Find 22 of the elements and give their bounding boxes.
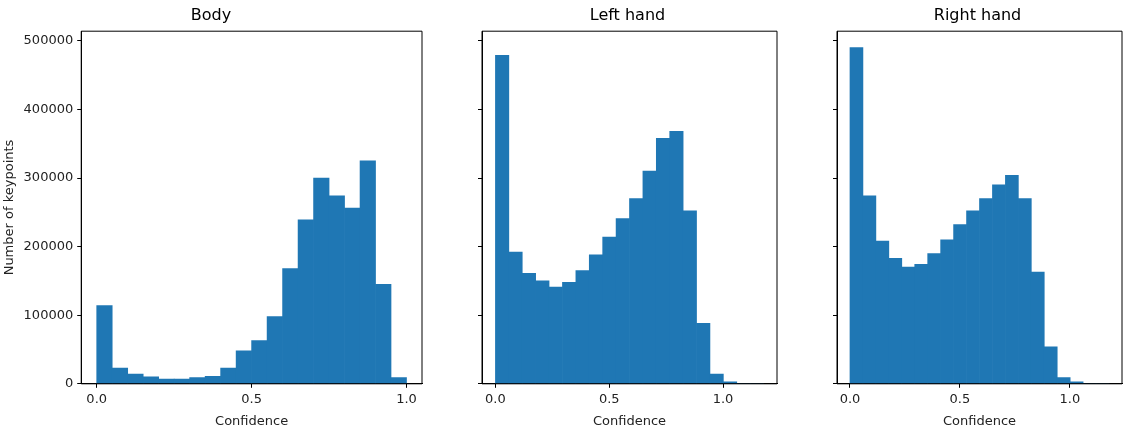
x-tick-label: 0.0: [86, 390, 108, 406]
x-tick-label: 0.0: [839, 390, 861, 406]
chart-title: Left hand: [589, 4, 666, 24]
x-tick-label: 1.0: [712, 390, 734, 406]
x-tick-label: 1.0: [1059, 390, 1081, 406]
chart-title: Right hand: [933, 4, 1022, 24]
x-axis-title: Confidence: [942, 412, 1017, 428]
x-axis-title: Confidence: [592, 412, 667, 428]
x-tick-label: 0.5: [598, 390, 620, 406]
x-tick-label: 0.0: [485, 390, 506, 406]
x-tick-label: 1.0: [396, 390, 417, 406]
y-tick-label: 100000: [23, 306, 74, 322]
y-tick-label: 400000: [23, 100, 74, 116]
y-tick-label: 200000: [23, 237, 74, 253]
x-tick-label: 0.5: [949, 390, 971, 406]
y-tick-label: 0: [64, 375, 74, 391]
x-tick-label: 0.5: [241, 390, 262, 406]
y-tick-label: 300000: [23, 169, 74, 185]
chart-title: Body: [190, 4, 232, 24]
x-axis-title: Confidence: [215, 412, 289, 428]
y-axis-title: Number of keypoints: [1, 139, 17, 276]
y-tick-label: 500000: [23, 32, 74, 48]
